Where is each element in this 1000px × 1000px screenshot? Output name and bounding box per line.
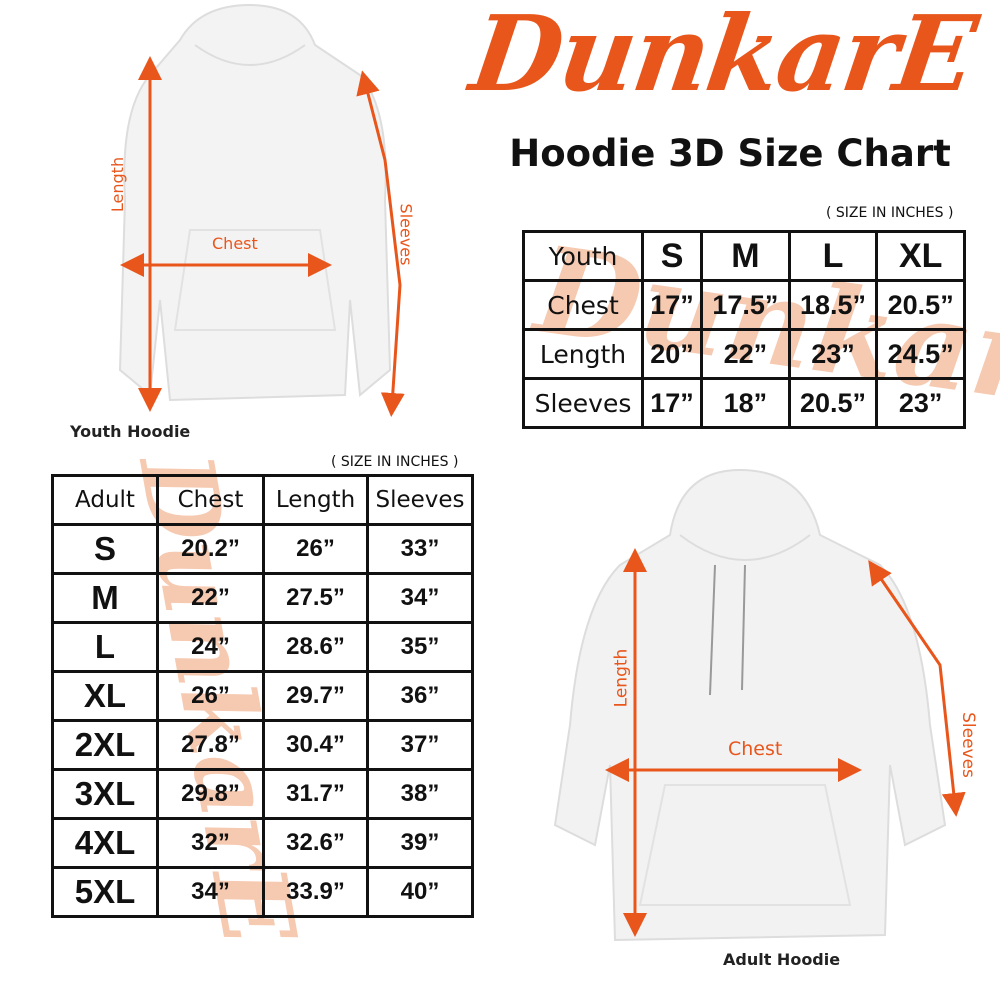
- table-cell: 26”: [262, 523, 369, 575]
- table-cell: 23”: [787, 328, 879, 380]
- table-cell: 34”: [156, 866, 265, 918]
- adult-sleeves-label: Sleeves: [957, 712, 978, 778]
- row-label: Length: [522, 328, 644, 380]
- table-cell: 22”: [700, 328, 791, 380]
- table-cell: 17”: [640, 279, 704, 331]
- row-label: 3XL: [51, 768, 159, 820]
- table-cell: 33”: [366, 523, 474, 575]
- table-cell: 18.5”: [787, 279, 879, 331]
- table-cell: 27.5”: [262, 572, 369, 624]
- youth-size-table: Youth S M L XL Chest 17” 17.5” 18.5” 20.…: [522, 230, 966, 429]
- table-row: 3XL 29.8” 31.7” 38”: [51, 768, 474, 820]
- table-cell: 29.7”: [262, 670, 369, 722]
- table-row: 5XL 34” 33.9” 40”: [51, 866, 474, 918]
- row-label: 5XL: [51, 866, 159, 918]
- row-label: 4XL: [51, 817, 159, 869]
- youth-length-label: Length: [108, 156, 128, 213]
- table-row: Sleeves 17” 18” 20.5” 23”: [522, 377, 966, 429]
- row-label: L: [51, 621, 159, 673]
- table-cell: 17.5”: [700, 279, 791, 331]
- table-cell: 20.5”: [787, 377, 879, 429]
- table-cell: 35”: [366, 621, 474, 673]
- table-header-row: Adult Chest Length Sleeves: [51, 474, 474, 526]
- table-header-cell: S: [640, 230, 704, 282]
- table-row: L 24” 28.6” 35”: [51, 621, 474, 673]
- youth-hoodie-caption: Youth Hoodie: [70, 422, 191, 441]
- table-header-cell: Chest: [156, 474, 265, 526]
- table-cell: 34”: [366, 572, 474, 624]
- table-cell: 26”: [156, 670, 265, 722]
- table-row: Length 20” 22” 23” 24.5”: [522, 328, 966, 380]
- table-header-cell: Youth: [522, 230, 644, 282]
- table-header-cell: M: [700, 230, 791, 282]
- row-label: Sleeves: [522, 377, 644, 429]
- adult-hoodie-image: [553, 468, 966, 942]
- table-cell: 36”: [366, 670, 474, 722]
- table-cell: 22”: [156, 572, 265, 624]
- table-header-cell: L: [787, 230, 879, 282]
- table-cell: 23”: [875, 377, 966, 429]
- table-cell: 32”: [156, 817, 265, 869]
- table-cell: 24”: [156, 621, 265, 673]
- table-cell: 20”: [640, 328, 704, 380]
- table-header-cell: Adult: [51, 474, 159, 526]
- table-row: XL 26” 29.7” 36”: [51, 670, 474, 722]
- adult-size-table: Adult Chest Length Sleeves S 20.2” 26” 33” M…: [51, 474, 474, 918]
- table-row: M 22” 27.5” 34”: [51, 572, 474, 624]
- row-label: M: [51, 572, 159, 624]
- table-cell: 33.9”: [262, 866, 369, 918]
- table-row: 2XL 27.8” 30.4” 37”: [51, 719, 474, 771]
- table-cell: 28.6”: [262, 621, 369, 673]
- table-cell: 38”: [366, 768, 474, 820]
- table-row: Chest 17” 17.5” 18.5” 20.5”: [522, 279, 966, 331]
- youth-unit-note: ( SIZE IN INCHES ): [826, 205, 954, 221]
- table-cell: 20.5”: [875, 279, 966, 331]
- brand-logo: DunkarE: [463, 0, 983, 115]
- row-label: 2XL: [51, 719, 159, 771]
- table-row: 4XL 32” 32.6” 39”: [51, 817, 474, 869]
- row-label: S: [51, 523, 159, 575]
- youth-sleeves-label: Sleeves: [396, 203, 416, 266]
- table-header-row: Youth S M L XL: [522, 230, 966, 282]
- adult-hoodie-caption: Adult Hoodie: [723, 950, 841, 969]
- table-cell: 31.7”: [262, 768, 369, 820]
- table-header-cell: XL: [875, 230, 966, 282]
- page-title: Hoodie 3D Size Chart: [509, 132, 951, 175]
- table-header-cell: Sleeves: [366, 474, 474, 526]
- table-cell: 17”: [640, 377, 704, 429]
- youth-hoodie-image: [118, 3, 405, 417]
- adult-unit-note: ( SIZE IN INCHES ): [331, 454, 459, 470]
- table-cell: 30.4”: [262, 719, 369, 771]
- adult-length-label: Length: [611, 648, 632, 708]
- table-row: S 20.2” 26” 33”: [51, 523, 474, 575]
- table-cell: 39”: [366, 817, 474, 869]
- table-cell: 40”: [366, 866, 474, 918]
- table-header-cell: Length: [262, 474, 369, 526]
- youth-chest-label: Chest: [212, 234, 258, 253]
- table-cell: 20.2”: [156, 523, 265, 575]
- row-label: Chest: [522, 279, 644, 331]
- row-label: XL: [51, 670, 159, 722]
- table-cell: 24.5”: [875, 328, 966, 380]
- table-cell: 27.8”: [156, 719, 265, 771]
- table-cell: 32.6”: [262, 817, 369, 869]
- table-cell: 37”: [366, 719, 474, 771]
- table-cell: 18”: [700, 377, 791, 429]
- adult-chest-label: Chest: [728, 738, 783, 760]
- table-cell: 29.8”: [156, 768, 265, 820]
